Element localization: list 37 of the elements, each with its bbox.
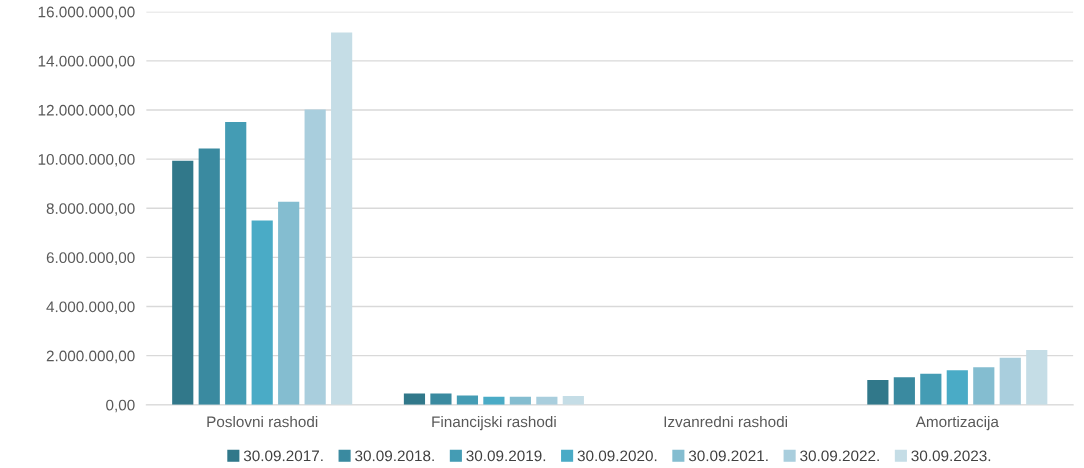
legend-label: 30.09.2020. — [577, 450, 657, 462]
bar — [973, 367, 995, 405]
y-tick-label: 14.000.000,00 — [38, 55, 135, 69]
bar — [1026, 350, 1048, 405]
legend-label: 30.09.2018. — [355, 450, 434, 462]
bar — [198, 148, 220, 405]
y-tick-label: 12.000.000,00 — [38, 104, 135, 118]
bar — [430, 393, 452, 405]
legend-label: 30.09.2021. — [688, 450, 768, 462]
bar — [867, 380, 889, 405]
x-tick-label: Izvanredni rashodi — [664, 415, 787, 428]
legend-label: 30.09.2017. — [243, 450, 323, 462]
y-tick-label: 10.000.000,00 — [38, 153, 135, 167]
legend-label: 30.09.2019. — [466, 450, 546, 462]
legend-label: 30.09.2023. — [911, 450, 991, 462]
bar — [562, 395, 584, 405]
bar — [893, 377, 915, 405]
bar — [172, 160, 194, 405]
x-tick-label: Financijski rashodi — [432, 415, 556, 431]
x-tick-label: Amortizacija — [915, 415, 999, 431]
y-tick-label: 0,00 — [106, 399, 135, 413]
y-tick-label: 6.000.000,00 — [46, 252, 135, 265]
bar — [304, 109, 326, 405]
y-tick-label: 4.000.000,00 — [46, 301, 135, 315]
y-tick-label: 2.000.000,00 — [46, 350, 135, 364]
bar — [456, 395, 479, 405]
legend-label: 30.09.2022. — [800, 450, 879, 462]
bar — [946, 370, 968, 405]
bar — [251, 220, 273, 405]
bar — [225, 122, 247, 405]
bar — [331, 32, 353, 405]
y-tick-label: 8.000.000,00 — [46, 203, 135, 216]
bar — [920, 373, 942, 405]
x-tick-label: Poslovni rashodi — [207, 415, 318, 428]
y-tick-label: 16.000.000,00 — [38, 6, 135, 20]
bar — [278, 201, 300, 405]
bar — [999, 357, 1021, 405]
